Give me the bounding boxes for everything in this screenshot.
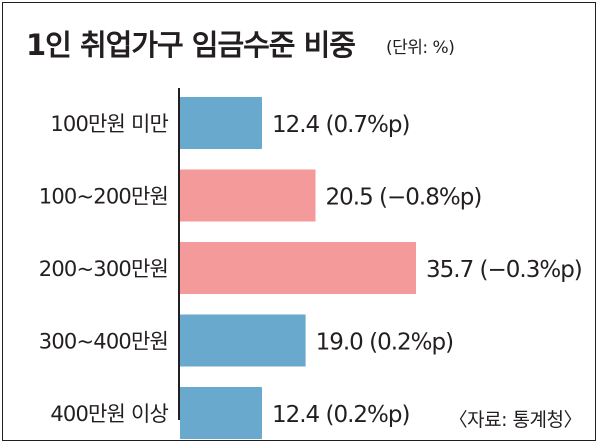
value-label: 19.0 (0.2%p) [316,330,454,356]
value-label: 20.5 (−0.8%p) [326,185,482,211]
category-label: 100~200만원 [39,185,168,209]
bar [180,97,262,149]
value-label: 35.7 (−0.3%p) [426,257,582,283]
value-label: 12.4 (0.2%p) [272,402,410,428]
category-label: 200~300만원 [39,257,168,281]
unit-label: (단위: %) [386,38,455,58]
bar [180,242,416,294]
source-note: 〈자료: 통계청〉 [448,409,583,431]
chart-frame [2,2,596,441]
bars-group: 100만원 미만 12.4 (0.7%p) 100~200만원 20.5 (−0.8%… [39,97,583,439]
category-label: 400만원 이상 [50,402,168,426]
bar [180,387,262,439]
chart-title: 1인 취업가구 임금수준 비중 [26,28,356,62]
category-label: 100만원 미만 [50,112,168,136]
category-label: 300~400만원 [39,330,168,354]
value-label: 12.4 (0.7%p) [272,112,410,138]
bar [180,314,306,367]
bar [180,169,316,222]
